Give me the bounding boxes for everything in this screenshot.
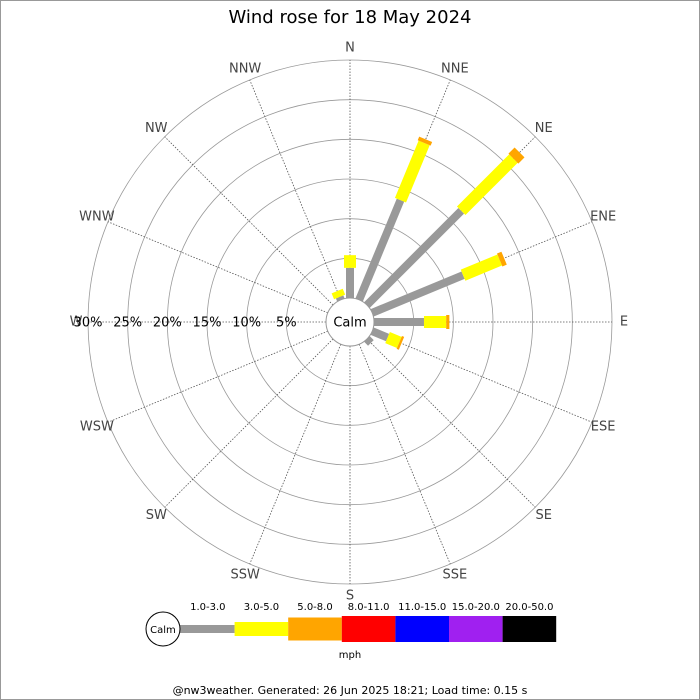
ring	[166, 138, 534, 506]
direction-label: NNW	[229, 61, 261, 76]
wind-segment	[370, 271, 465, 317]
direction-label: N	[345, 41, 355, 56]
direction-label: ESE	[591, 419, 616, 434]
wind-segment	[456, 154, 518, 216]
legend-swatch	[181, 625, 235, 633]
legend-swatch	[234, 622, 289, 636]
direction-spoke	[107, 330, 328, 423]
legend-label: 1.0-3.0	[190, 602, 225, 613]
direction-label: S	[346, 589, 354, 604]
wind-segment	[335, 295, 345, 302]
legend-label: 20.0-50.0	[505, 602, 553, 613]
wind-segment	[394, 140, 430, 203]
direction-label: ENE	[590, 210, 616, 225]
wind-segment	[385, 332, 402, 348]
wind-segment	[508, 147, 525, 164]
wind-segment	[331, 288, 346, 300]
legend-swatch	[449, 616, 503, 642]
r-tick-label: 20%	[153, 316, 182, 331]
chart-title: Wind rose for 18 May 2024	[229, 7, 472, 28]
wind-segment	[417, 136, 433, 146]
direction-label: WNW	[79, 210, 115, 225]
ring	[206, 178, 494, 466]
wind-segment	[460, 254, 503, 281]
direction-spoke	[358, 344, 451, 565]
r-tick-label: 25%	[113, 316, 142, 331]
direction-label: SSE	[442, 568, 467, 583]
r-tick-label: 5%	[276, 316, 297, 331]
direction-label: SSW	[230, 568, 260, 583]
direction-spoke	[107, 221, 328, 314]
direction-label: NE	[535, 121, 553, 136]
direction-spoke	[249, 79, 342, 300]
legend-calm-circle	[145, 611, 181, 647]
wind-segment	[355, 198, 405, 302]
wind-segment	[396, 335, 405, 350]
r-tick-label: 15%	[193, 316, 222, 331]
direction-spoke	[372, 330, 593, 423]
unit-label: mph	[339, 650, 361, 661]
legend-swatch	[288, 617, 342, 641]
direction-label: NW	[145, 121, 168, 136]
direction-spoke	[164, 136, 334, 306]
legend-label: 11.0-15.0	[398, 602, 446, 613]
wind-segment	[370, 327, 390, 342]
wind-segment	[364, 207, 465, 308]
direction-label: SE	[536, 508, 552, 523]
direction-label: E	[620, 315, 628, 330]
legend-label: 15.0-20.0	[452, 602, 500, 613]
direction-spoke	[366, 338, 536, 508]
r-tick-label: 30%	[74, 316, 103, 331]
direction-label: SW	[146, 508, 167, 523]
footer: @nw3weather. Generated: 26 Jun 2025 18:2…	[173, 684, 528, 697]
legend-label: 3.0-5.0	[244, 602, 279, 613]
direction-spoke	[249, 344, 342, 565]
legend-swatch	[395, 616, 449, 642]
legend-swatch	[502, 616, 557, 642]
wind-segment	[497, 251, 507, 267]
calm-label: Calm	[333, 316, 366, 331]
legend-label: 8.0-11.0	[348, 602, 390, 613]
r-tick-label: 10%	[232, 316, 261, 331]
direction-label: W	[70, 315, 83, 330]
legend-calm-label: Calm	[150, 625, 176, 636]
direction-label: WSW	[80, 419, 114, 434]
calm-circle	[325, 297, 375, 347]
wind-segment	[364, 336, 374, 346]
legend-label: 5.0-8.0	[297, 602, 332, 613]
direction-spoke	[164, 338, 334, 508]
direction-label: NNE	[441, 61, 469, 76]
legend-swatch	[341, 616, 396, 642]
